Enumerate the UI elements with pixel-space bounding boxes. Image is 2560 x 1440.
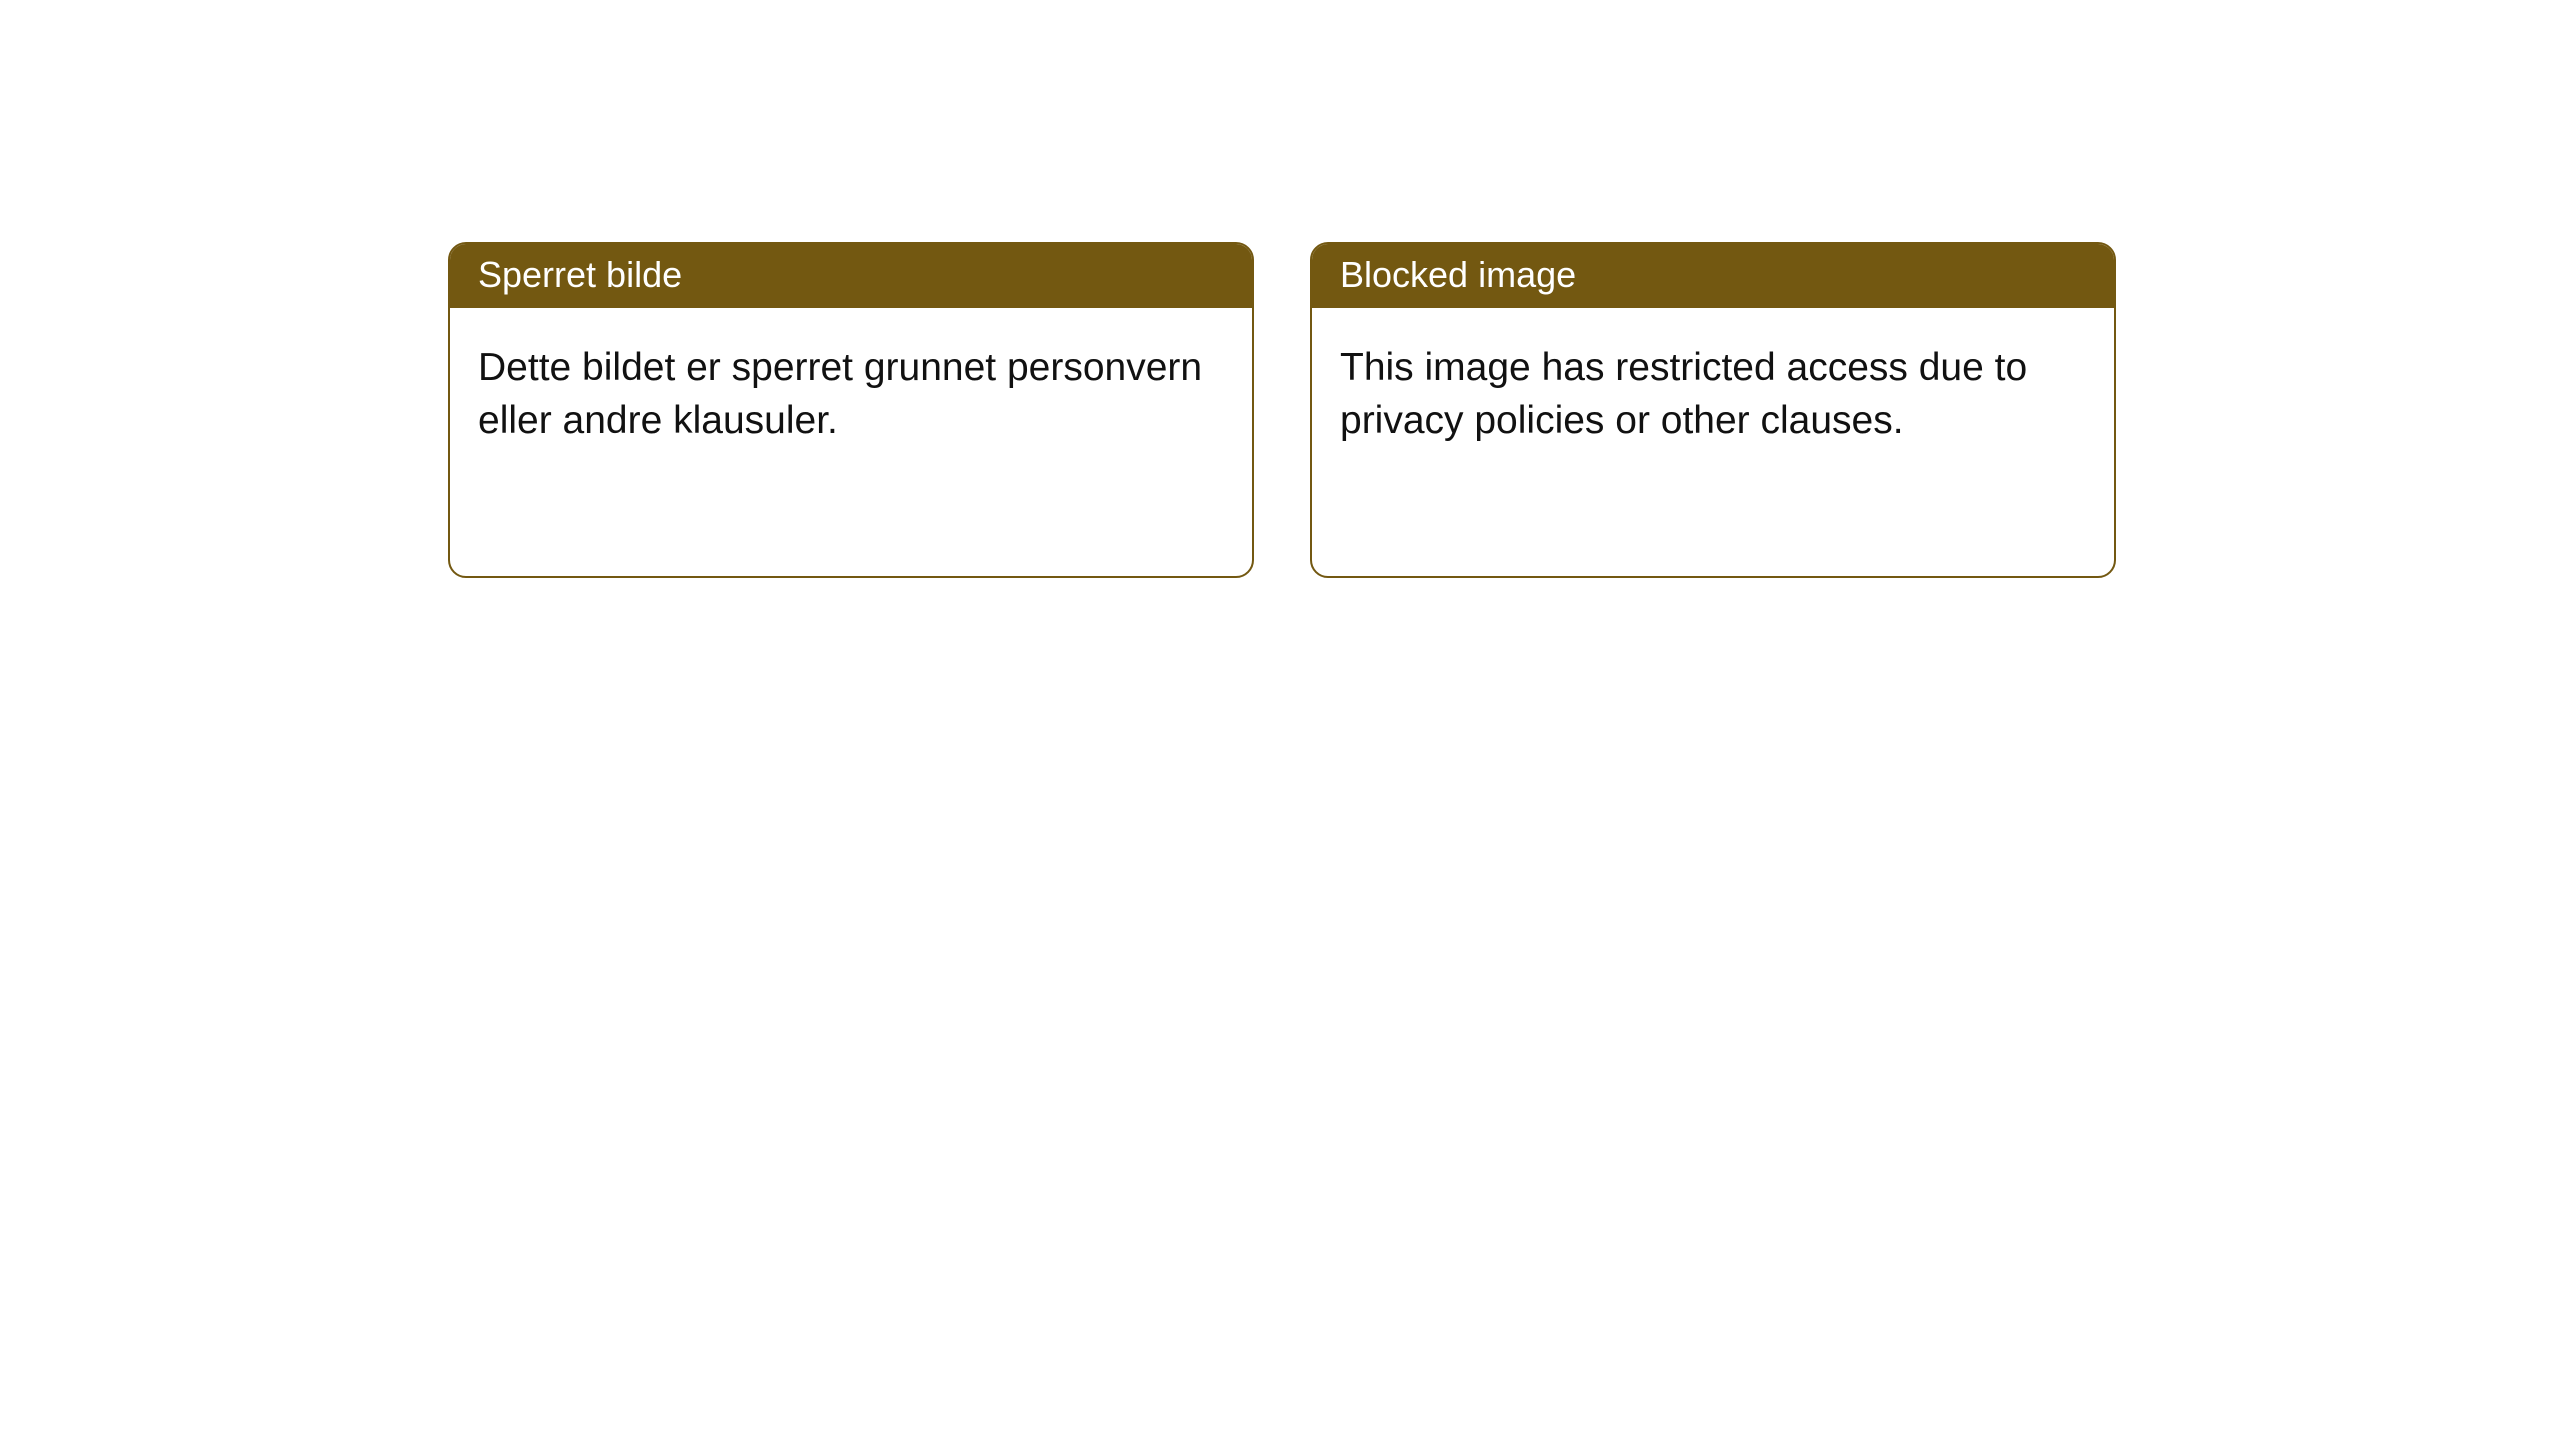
notice-card-english: Blocked image This image has restricted … (1310, 242, 2116, 578)
notice-card-body: Dette bildet er sperret grunnet personve… (450, 308, 1252, 481)
notice-card-norwegian: Sperret bilde Dette bildet er sperret gr… (448, 242, 1254, 578)
notice-cards-container: Sperret bilde Dette bildet er sperret gr… (448, 242, 2116, 578)
notice-card-title: Sperret bilde (450, 244, 1252, 308)
notice-card-body: This image has restricted access due to … (1312, 308, 2114, 481)
notice-card-title: Blocked image (1312, 244, 2114, 308)
